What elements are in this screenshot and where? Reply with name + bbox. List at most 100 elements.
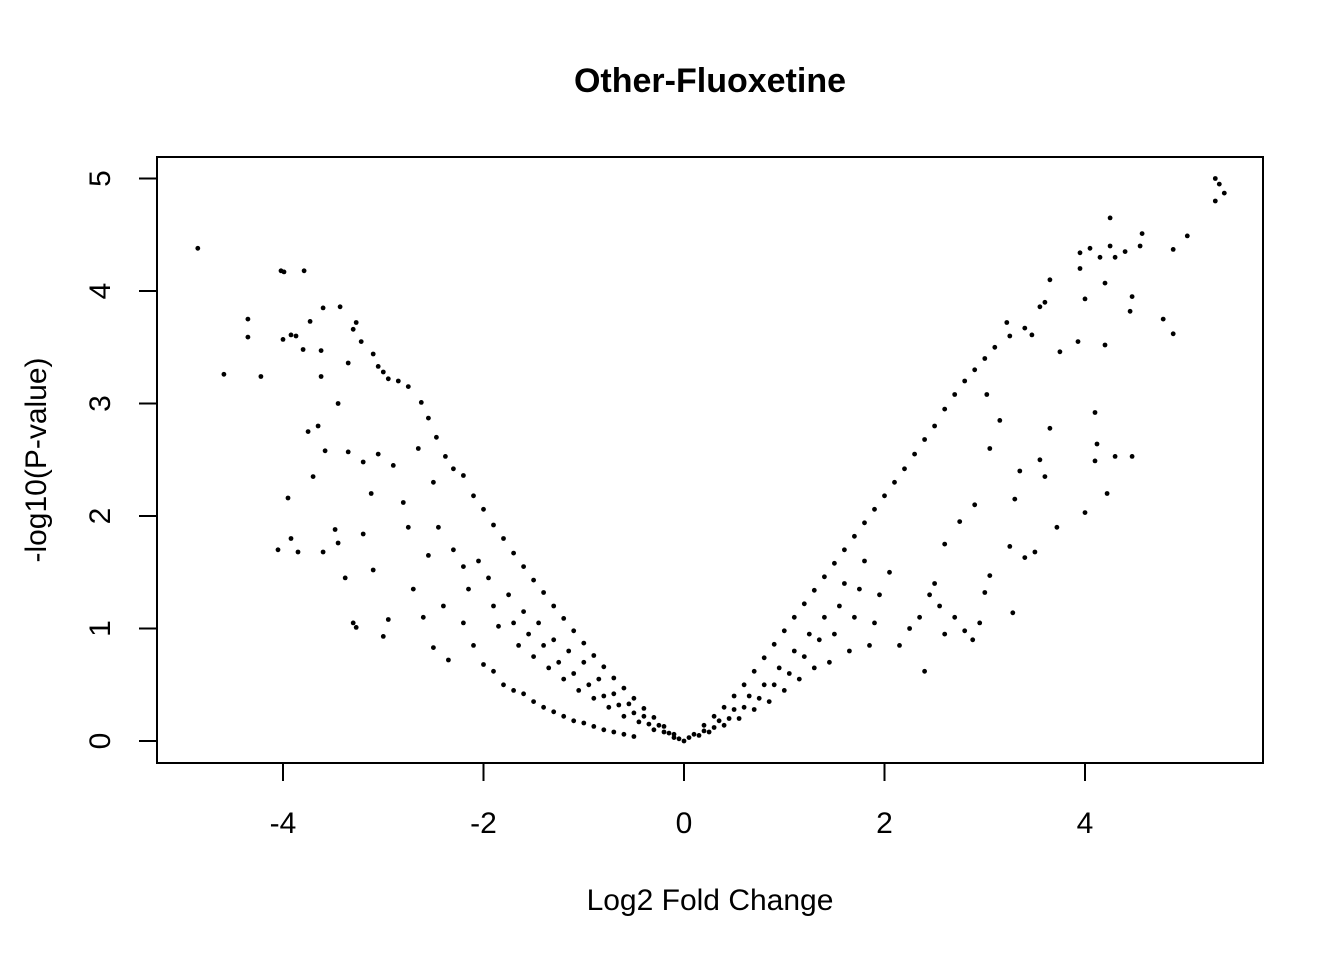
data-point: [771, 682, 777, 688]
data-point: [1042, 299, 1048, 305]
data-point: [811, 665, 817, 671]
data-point: [566, 648, 572, 654]
data-point: [1077, 266, 1083, 271]
data-point: [666, 730, 672, 736]
data-point: [872, 506, 877, 512]
data-point: [345, 360, 351, 366]
data-point: [395, 378, 401, 384]
data-point: [1127, 308, 1133, 314]
data-point: [320, 305, 326, 311]
data-point: [1102, 342, 1108, 348]
data-point: [1077, 250, 1083, 256]
data-point: [631, 695, 637, 701]
data-point: [701, 728, 707, 734]
data-point: [420, 614, 426, 620]
data-point: [511, 688, 516, 693]
data-point: [350, 620, 356, 626]
data-point: [806, 631, 812, 637]
data-point: [972, 502, 978, 508]
data-point: [987, 446, 993, 451]
data-point: [307, 319, 313, 324]
data-point: [541, 643, 546, 648]
data-point: [1022, 325, 1028, 331]
data-point: [491, 522, 496, 528]
data-point: [353, 625, 359, 630]
data-point: [972, 367, 978, 373]
data-point: [531, 654, 536, 659]
data-point: [541, 704, 546, 710]
data-point: [431, 479, 436, 485]
data-point: [726, 716, 732, 721]
data-point: [1216, 181, 1222, 187]
data-point: [301, 268, 307, 274]
data-point: [1139, 231, 1145, 237]
data-point: [621, 731, 627, 737]
data-point: [887, 569, 892, 575]
data-point: [1082, 510, 1088, 515]
data-point: [1221, 190, 1227, 196]
data-point: [581, 720, 587, 726]
data-point: [375, 364, 381, 369]
data-point: [561, 713, 567, 719]
data-point: [370, 351, 376, 357]
data-point: [656, 722, 662, 728]
data-point: [1057, 349, 1063, 355]
data-point: [571, 628, 577, 634]
data-point: [551, 603, 557, 609]
chart-title: Other-Fluoxetine: [574, 62, 846, 100]
data-point: [751, 668, 757, 674]
data-point: [917, 614, 922, 620]
data-point: [902, 466, 907, 472]
data-point: [771, 641, 777, 647]
data-point: [410, 586, 416, 592]
x-tick-label: -4: [270, 807, 297, 840]
data-point: [258, 374, 264, 379]
data-point: [561, 616, 567, 621]
data-point: [195, 245, 201, 251]
data-point: [335, 401, 341, 406]
data-point: [1107, 215, 1113, 221]
data-point: [982, 590, 988, 595]
data-point: [1129, 454, 1135, 459]
y-tick-label: 4: [84, 283, 117, 300]
data-point: [721, 722, 727, 728]
data-point: [426, 415, 431, 421]
y-axis-label: -log10(P-value): [20, 357, 53, 562]
data-point: [476, 558, 481, 564]
data-point: [491, 603, 496, 609]
data-point: [591, 695, 597, 701]
data-point: [546, 665, 552, 671]
data-point: [380, 369, 386, 375]
data-point: [897, 643, 902, 648]
data-point: [400, 500, 406, 505]
data-point: [1042, 474, 1048, 479]
data-point: [415, 446, 421, 451]
x-axis: -4 -2 0 2 4: [270, 762, 1093, 840]
data-point: [857, 586, 862, 592]
data-point: [862, 558, 867, 564]
data-point: [375, 451, 381, 457]
data-point: [970, 637, 976, 643]
data-point: [335, 540, 341, 546]
data-point: [561, 676, 567, 682]
data-point: [332, 527, 338, 532]
data-point: [651, 715, 657, 720]
data-point: [1007, 333, 1013, 339]
data-point: [451, 547, 456, 553]
data-point: [696, 733, 702, 738]
data-point: [486, 575, 491, 581]
data-point: [491, 668, 496, 674]
data-point: [832, 560, 837, 566]
data-point: [676, 736, 682, 742]
data-point: [982, 356, 988, 361]
data-point: [441, 603, 446, 609]
data-point: [937, 603, 942, 609]
data-point: [651, 727, 657, 733]
data-point: [461, 564, 466, 569]
data-point: [962, 378, 968, 384]
x-tick-label: 2: [876, 807, 893, 840]
data-point: [586, 682, 592, 688]
data-point: [791, 648, 797, 654]
data-point: [1112, 454, 1118, 459]
data-point: [436, 524, 441, 530]
